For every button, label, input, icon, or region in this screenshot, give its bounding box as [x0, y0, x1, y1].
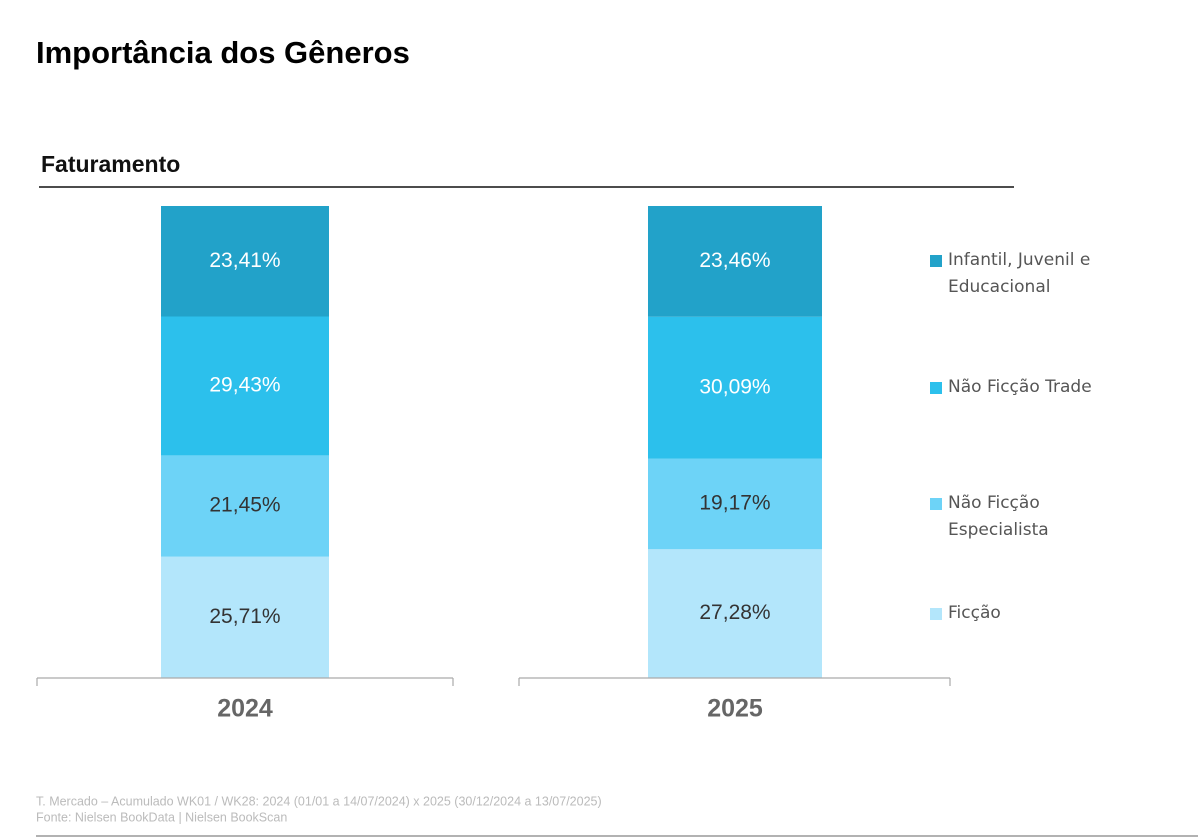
bar-segment	[161, 556, 329, 678]
data-label: 30,09%	[699, 375, 770, 398]
data-label: 23,41%	[209, 249, 280, 272]
legend-swatch	[930, 255, 942, 268]
footnote: Fonte: Nielsen BookData | Nielsen BookSc…	[36, 810, 287, 824]
bar-segment	[648, 206, 822, 317]
legend-label: Não Ficção Trade	[948, 376, 1092, 397]
chart-subtitle: Faturamento	[41, 151, 180, 177]
bar-segment	[161, 316, 329, 456]
legend-item: Não Ficção Especialista	[930, 490, 1113, 544]
bar-segment	[648, 458, 822, 550]
data-label: 23,46%	[699, 249, 770, 272]
legend-swatch	[930, 497, 942, 510]
data-label: 29,43%	[209, 373, 280, 396]
data-label: 25,71%	[209, 605, 280, 628]
data-label: 21,45%	[209, 494, 280, 517]
legend-label: Ficção	[948, 602, 1001, 623]
legend-item: Não Ficção Trade	[930, 374, 1113, 401]
bar-segment	[648, 549, 822, 678]
legend-item: Ficção	[930, 600, 1113, 627]
data-label: 19,17%	[699, 492, 770, 515]
legend-swatch	[930, 381, 942, 394]
footnote: T. Mercado – Acumulado WK01 / WK28: 2024…	[36, 794, 602, 808]
legend-item: Infantil, Juvenil e Educacional	[930, 247, 1113, 301]
x-tick-label: 2024	[217, 695, 273, 723]
legend-label: Infantil, Juvenil e Educacional	[948, 250, 1091, 298]
data-label: 27,28%	[699, 601, 770, 624]
bar-segment	[161, 206, 329, 317]
legend-label: Não Ficção Especialista	[948, 492, 1049, 540]
chart-title: Importância dos Gêneros	[36, 35, 410, 70]
legend-swatch	[930, 607, 942, 620]
x-tick-label: 2025	[707, 695, 763, 723]
bar-segment	[648, 316, 822, 459]
bar-segment	[161, 455, 329, 557]
